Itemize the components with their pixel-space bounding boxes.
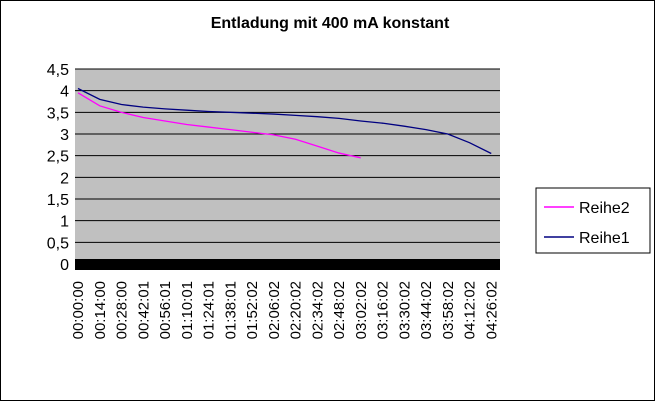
x-tick-label: 01:38:01 (222, 281, 239, 339)
x-tick-label: 03:44:02 (418, 281, 435, 339)
x-tick-label: 00:42:01 (135, 281, 152, 339)
y-tick-label: 2 (60, 170, 69, 187)
y-tick-label: 0,5 (47, 235, 69, 252)
y-tick-label: 3,5 (47, 105, 69, 122)
y-tick-label: 2,5 (47, 149, 69, 166)
legend-label: Reihe2 (579, 200, 630, 217)
x-tick-label: 04:12:02 (462, 281, 479, 339)
y-tick-label: 4,5 (47, 62, 69, 79)
x-tick-label: 00:28:00 (114, 281, 131, 339)
x-tick-label: 04:26:02 (483, 281, 500, 339)
x-tick-label: 00:56:01 (157, 281, 174, 339)
x-tick-label: 02:06:02 (266, 281, 283, 339)
x-tick-label: 02:48:02 (331, 281, 348, 339)
legend (535, 187, 651, 254)
chart-title: Entladung mit 400 mA konstant (211, 15, 450, 32)
y-tick-label: 4 (60, 84, 69, 101)
plot-area (75, 69, 500, 259)
legend-label: Reihe1 (579, 230, 630, 247)
x-tick-label: 02:34:02 (309, 281, 326, 339)
x-tick-label: 02:20:02 (288, 281, 305, 339)
x-tick-label: 03:30:02 (396, 281, 413, 339)
y-tick-label: 0 (60, 257, 69, 274)
x-tick-label: 01:24:01 (201, 281, 218, 339)
x-tick-label: 03:58:02 (440, 281, 457, 339)
x-tick-label: 00:14:00 (92, 281, 109, 339)
x-tick-label: 01:52:02 (244, 281, 261, 339)
y-tick-label: 1 (60, 214, 69, 231)
x-tick-label: 03:16:02 (375, 281, 392, 339)
x-tick-label: 01:10:01 (179, 281, 196, 339)
x-tick-label: 00:00:00 (70, 281, 87, 339)
x-tick-label: 03:02:02 (353, 281, 370, 339)
series-line (77, 92, 361, 159)
y-tick-label: 3 (60, 127, 69, 144)
series-line (77, 87, 492, 155)
y-tick-label: 1,5 (47, 192, 69, 209)
